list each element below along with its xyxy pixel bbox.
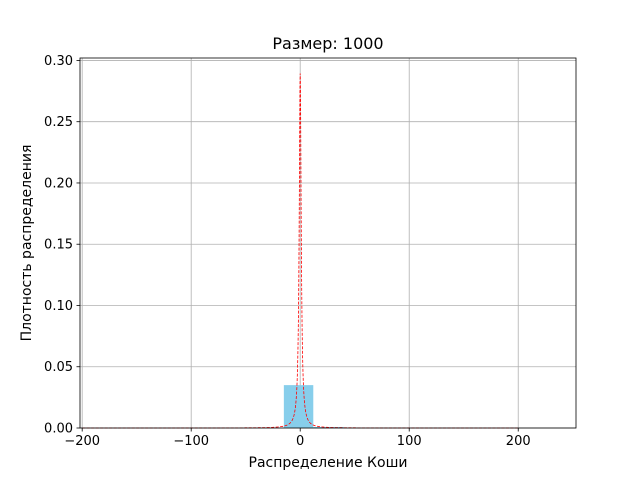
x-tick-label: −200 xyxy=(64,434,100,449)
x-tick-label: 200 xyxy=(506,434,531,449)
x-axis-label: Распределение Коши xyxy=(249,455,408,471)
x-tick-label: 0 xyxy=(296,434,304,449)
x-axis-ticks: −200 −100 0 100 200 xyxy=(64,428,531,449)
y-tick-label: 0.25 xyxy=(44,115,73,130)
histogram-bar xyxy=(283,385,314,428)
chart-title: Размер: 1000 xyxy=(272,34,383,53)
y-tick-label: 0.15 xyxy=(44,238,73,253)
y-tick-label: 0.00 xyxy=(44,422,73,437)
y-axis-label: Плотность распределения xyxy=(19,145,35,342)
x-tick-label: −100 xyxy=(173,434,209,449)
y-axis-ticks: 0.00 0.05 0.10 0.15 0.20 0.25 0.30 xyxy=(44,54,80,437)
x-tick-label: 100 xyxy=(397,434,422,449)
y-tick-label: 0.20 xyxy=(44,176,73,191)
y-tick-label: 0.10 xyxy=(44,299,73,314)
y-tick-label: 0.30 xyxy=(44,54,73,69)
y-tick-label: 0.05 xyxy=(44,360,73,375)
plot-frame xyxy=(79,57,577,429)
